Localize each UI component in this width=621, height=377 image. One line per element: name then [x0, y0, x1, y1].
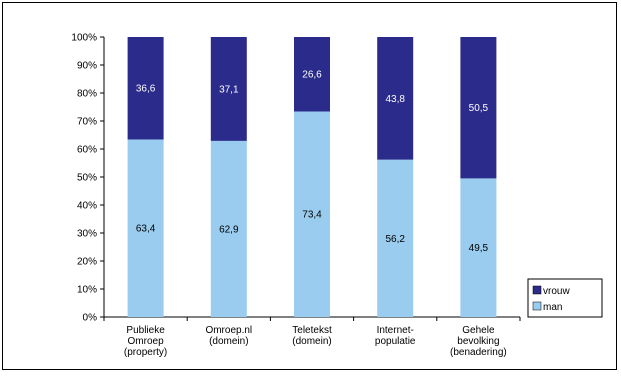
x-tick-label: Publieke [126, 325, 165, 336]
bar-man [210, 140, 247, 317]
data-label-vrouw: 37,1 [219, 84, 239, 95]
legend-label-vrouw: vrouw [543, 286, 570, 297]
chart-frame: 0% 10% 20% 30% 40% 50% 60% 70% 80% 90% 100% 63,4 36,… [2, 2, 617, 370]
bar-man [294, 111, 330, 317]
data-label-vrouw: 36,6 [136, 84, 156, 95]
x-tick-label: Teletekst [292, 325, 332, 336]
data-label-vrouw: 50,5 [469, 103, 489, 114]
x-tick-label: bevolking [457, 336, 499, 347]
bar-vrouw [127, 37, 164, 140]
data-label-man: 63,4 [136, 224, 156, 235]
bar-vrouw [377, 37, 414, 160]
legend-swatch-vrouw [532, 285, 542, 295]
x-tick-label: Omroep.nl [205, 325, 252, 336]
x-tick-label: populatie [375, 336, 416, 347]
x-tick-label: (domein) [292, 336, 331, 347]
y-tick-label: 50% [77, 173, 97, 184]
data-label-man: 73,4 [302, 210, 322, 221]
data-label-man: 62,9 [219, 224, 239, 235]
y-tick-label: 90% [77, 61, 97, 72]
bar-man [127, 139, 164, 317]
y-tick-label: 0% [83, 313, 98, 324]
data-label-man: 56,2 [385, 234, 405, 245]
x-tick-label: (property) [124, 347, 167, 358]
x-tick-label: Internet- [377, 325, 414, 336]
legend-label-man: man [543, 302, 562, 313]
bar-vrouw [210, 37, 247, 141]
y-tick-label: 80% [77, 89, 97, 100]
y-tick-label: 100% [71, 33, 97, 44]
bar-man [377, 159, 414, 317]
y-tick-label: 60% [77, 145, 97, 156]
y-tick-label: 10% [77, 285, 97, 296]
y-tick-label: 40% [77, 201, 97, 212]
legend-swatch-man [532, 301, 542, 311]
y-tick-label: 70% [77, 117, 97, 128]
stacked-bar-chart: 0% 10% 20% 30% 40% 50% 60% 70% 80% 90% 100% 63,4 36,… [71, 33, 603, 358]
x-tick-label: Omroep [128, 336, 165, 347]
bar-man [460, 178, 497, 317]
data-label-vrouw: 26,6 [302, 70, 322, 81]
bar-vrouw [294, 37, 330, 112]
x-tick-label: Gehele [462, 325, 495, 336]
bar-vrouw [460, 37, 497, 179]
y-tick-label: 20% [77, 257, 97, 268]
y-tick-label: 30% [77, 229, 97, 240]
data-label-man: 49,5 [469, 243, 489, 254]
legend-box [527, 278, 603, 318]
x-tick-label: (benadering) [450, 347, 507, 358]
data-label-vrouw: 43,8 [385, 94, 405, 105]
x-tick-label: (domein) [209, 336, 248, 347]
